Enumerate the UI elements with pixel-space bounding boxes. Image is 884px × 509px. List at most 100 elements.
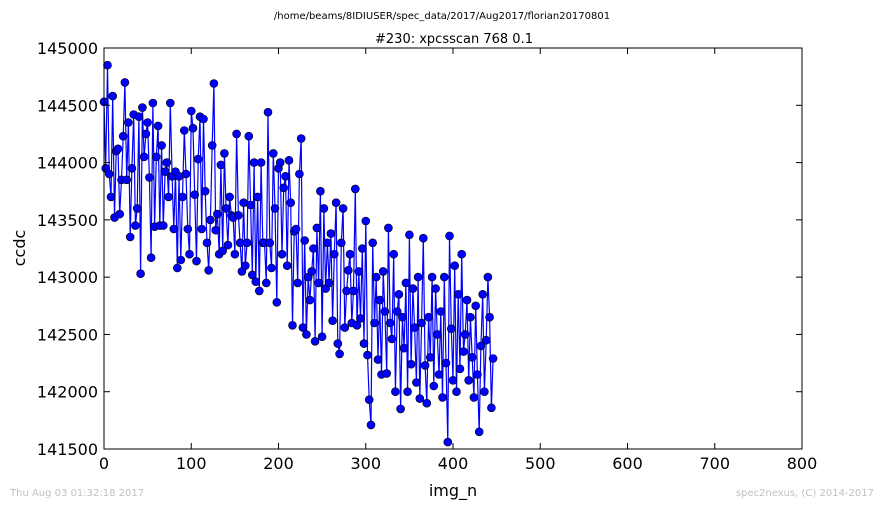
data-point [446, 324, 456, 334]
data-point [408, 284, 418, 293]
data-point [483, 272, 493, 282]
data-point [169, 224, 179, 234]
data-point [286, 198, 296, 207]
data-point [108, 91, 117, 101]
data-point [268, 149, 278, 158]
data-point [361, 216, 371, 226]
data-point [160, 167, 170, 176]
data-point [190, 190, 199, 199]
data-point [424, 312, 433, 322]
data-point [420, 361, 430, 370]
data-point [462, 295, 472, 305]
data-point [364, 395, 374, 405]
data-point [183, 224, 193, 234]
data-point [146, 253, 156, 263]
data-point [481, 335, 491, 345]
data-point [398, 312, 407, 322]
data-point [277, 249, 287, 259]
data-point [487, 403, 496, 413]
data-point [333, 339, 343, 348]
series-layer [99, 60, 498, 447]
data-point [254, 286, 264, 296]
data-point [436, 307, 446, 316]
data-point [488, 354, 498, 363]
data-point [251, 277, 261, 287]
data-point [232, 129, 241, 139]
data-point [473, 370, 482, 379]
data-point [246, 200, 255, 210]
data-point [343, 265, 353, 275]
data-point [319, 204, 329, 213]
data-point [188, 123, 198, 133]
data-point [448, 375, 458, 385]
y-axis-label: ccdc [10, 230, 29, 267]
data-point [323, 238, 332, 248]
data-point [326, 229, 336, 238]
data-point [143, 118, 152, 127]
data-point [432, 330, 442, 339]
data-point [387, 334, 397, 344]
y-tick-label: 144500 [37, 96, 98, 115]
data-point [223, 240, 233, 250]
data-point [270, 204, 280, 213]
data-point [248, 270, 257, 280]
data-point [480, 387, 489, 397]
data-point [464, 375, 474, 385]
data-point [455, 364, 465, 374]
data-point [211, 225, 220, 235]
data-point [307, 267, 317, 276]
data-point [328, 316, 337, 326]
data-point [459, 347, 468, 356]
data-point [296, 134, 306, 143]
data-point [317, 332, 327, 342]
data-point [241, 261, 250, 271]
data-point [368, 238, 378, 248]
data-point [148, 98, 158, 108]
data-point [457, 249, 467, 259]
data-point [176, 255, 186, 265]
data-point [399, 343, 409, 353]
data-point [309, 244, 318, 253]
data-point [439, 272, 449, 282]
data-point [352, 320, 362, 330]
data-point [434, 370, 444, 379]
footer-credit: spec2nexus, (C) 2014-2017 [735, 488, 874, 499]
data-point [207, 141, 217, 150]
data-point [120, 78, 130, 87]
data-point [356, 314, 365, 323]
data-point [406, 359, 416, 369]
footer-timestamp: Thu Aug 03 01:32:18 2017 [10, 488, 145, 499]
data-point [125, 232, 135, 242]
data-point [314, 278, 323, 288]
data-point [216, 160, 226, 170]
data-point [136, 269, 145, 279]
data-point [131, 221, 140, 230]
data-point [213, 209, 222, 219]
data-point [244, 131, 254, 141]
data-point [438, 393, 447, 402]
data-point [178, 192, 187, 202]
data-point [371, 272, 381, 282]
data-point [162, 158, 172, 167]
data-point [134, 112, 144, 121]
data-point [279, 183, 289, 193]
data-point [378, 267, 388, 276]
data-point [467, 352, 477, 362]
y-tick-label: 141500 [37, 440, 98, 459]
data-point [389, 249, 399, 259]
data-point [298, 323, 308, 332]
data-point [204, 265, 213, 275]
data-point [206, 215, 215, 225]
data-point [310, 336, 320, 346]
data-point [384, 223, 393, 233]
x-tick-label: 700 [699, 454, 730, 473]
data-point [445, 231, 454, 241]
data-point [350, 184, 360, 194]
x-axis-label: img_n [429, 481, 477, 501]
data-point [202, 238, 212, 248]
data-point [181, 169, 191, 179]
data-point [265, 238, 275, 248]
y-tick-label: 143500 [37, 211, 98, 230]
data-point [373, 355, 383, 364]
